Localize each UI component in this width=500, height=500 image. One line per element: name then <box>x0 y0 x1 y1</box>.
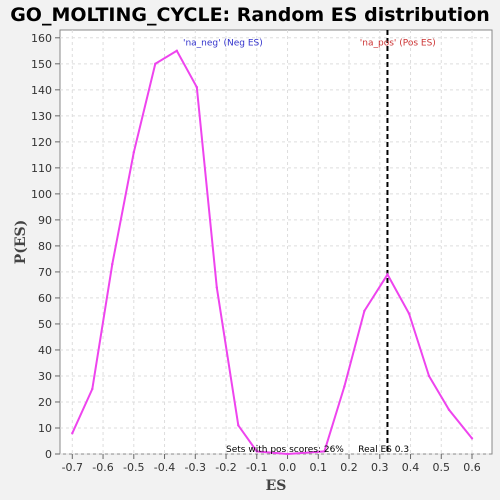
y-tick-label: 30 <box>38 370 52 383</box>
data-point <box>255 450 258 453</box>
annotation-text: 'na_neg' (Neg ES) <box>183 39 263 49</box>
x-tick-label: 0.5 <box>433 461 451 474</box>
data-point <box>407 312 411 315</box>
y-tick-label: 10 <box>38 422 52 435</box>
plot-area <box>59 29 493 455</box>
x-tick-label: -0.3 <box>185 461 206 474</box>
y-tick-label: 50 <box>38 318 52 331</box>
x-tick-label: -0.7 <box>62 461 83 474</box>
y-tick-label: 20 <box>38 396 52 409</box>
data-point <box>323 450 326 453</box>
y-tick-label: 60 <box>38 292 52 305</box>
y-tick-label: 90 <box>38 214 52 227</box>
x-tick-label: 0.6 <box>463 461 481 474</box>
data-point <box>343 385 346 388</box>
y-tick-label: 110 <box>31 162 52 175</box>
y-tick-label: 70 <box>38 266 52 279</box>
y-tick-label: 80 <box>38 240 52 253</box>
x-tick-label: 0.3 <box>371 461 389 474</box>
data-point <box>91 387 94 391</box>
x-axis-label: ES <box>266 478 287 494</box>
x-tick-label: -0.2 <box>215 461 236 474</box>
data-point <box>363 309 366 313</box>
annotation-text: Sets with pos scores: 26% <box>226 445 344 455</box>
x-tick-label: -0.5 <box>123 461 144 474</box>
annotation-text: 'na_pos' (Pos ES) <box>360 39 436 49</box>
x-tick-label: 0.1 <box>310 461 328 474</box>
annotation-text: Real ES 0.3 <box>358 445 409 455</box>
chart-title: GO_MOLTING_CYCLE: Random ES distribution <box>10 4 490 26</box>
data-point <box>470 437 474 440</box>
x-tick-label: 0.0 <box>279 461 297 474</box>
data-point <box>132 151 135 154</box>
chart-annotations: 'na_neg' (Neg ES) 'na_pos' (Pos ES) Sets w… <box>183 39 436 455</box>
data-point <box>71 431 74 435</box>
y-tick-label: 40 <box>38 344 52 357</box>
data-point <box>215 286 219 289</box>
x-axis-ticks: -0.7 -0.6 -0.5 -0.4 -0.3 -0.2 -0.1 0.0 0.1 0.2 0.3… <box>62 454 481 474</box>
y-tick-label: 140 <box>31 84 52 97</box>
data-point <box>386 273 389 276</box>
x-tick-label: -0.6 <box>92 461 113 474</box>
data-point <box>427 374 431 378</box>
y-tick-label: 120 <box>31 136 52 149</box>
data-point <box>154 62 157 66</box>
x-tick-label: 0.2 <box>340 461 358 474</box>
series-points <box>71 49 474 456</box>
data-point <box>195 86 199 89</box>
x-tick-label: -0.1 <box>246 461 267 474</box>
x-tick-label: 0.4 <box>402 461 420 474</box>
data-point <box>286 452 289 456</box>
y-axis-ticks: 0 10 20 30 40 50 60 70 80 90 100 110 120 130 140 150 160 <box>31 32 60 461</box>
y-tick-label: 100 <box>31 188 52 201</box>
y-tick-label: 130 <box>31 110 52 123</box>
y-tick-label: 150 <box>31 58 52 71</box>
data-point <box>111 262 114 266</box>
data-point <box>237 424 240 427</box>
data-point <box>175 49 179 53</box>
y-tick-label: 0 <box>45 448 52 461</box>
y-tick-label: 160 <box>31 32 52 45</box>
y-axis-label: P(ES) <box>13 220 29 265</box>
data-point <box>447 408 451 411</box>
x-tick-label: -0.4 <box>154 461 175 474</box>
